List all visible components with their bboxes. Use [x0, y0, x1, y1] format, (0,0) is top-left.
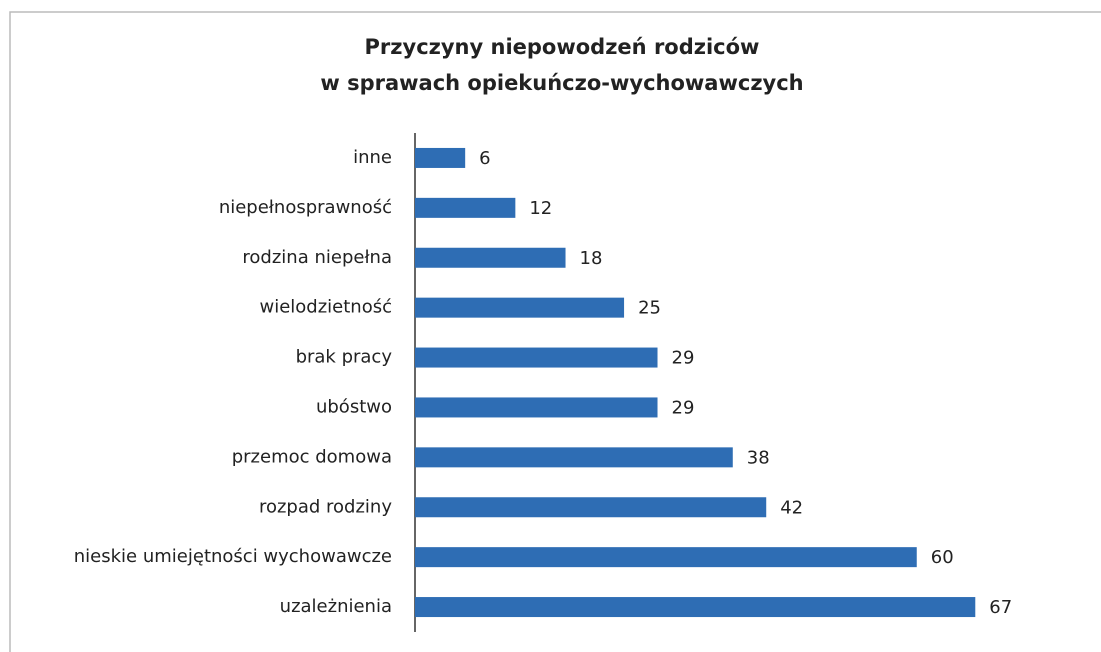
data-label: 18	[580, 248, 603, 269]
chart-title: Przyczyny niepowodzeń rodziców	[365, 35, 760, 59]
y-tick-label: inne	[353, 147, 392, 168]
data-label: 38	[747, 447, 770, 468]
data-label: 60	[931, 547, 954, 568]
y-tick-label: przemoc domowa	[232, 446, 392, 467]
data-label: 29	[672, 397, 695, 418]
y-tick-label: rozpad rodziny	[259, 496, 392, 517]
data-label: 29	[672, 348, 695, 369]
bar	[415, 197, 516, 218]
data-label: 42	[780, 497, 803, 518]
chart-title: w sprawach opiekuńczo-wychowawczych	[320, 71, 803, 95]
data-label: 67	[989, 597, 1012, 618]
bar	[415, 597, 976, 618]
y-tick-label: ubóstwo	[316, 396, 392, 417]
data-label: 12	[529, 198, 552, 219]
y-tick-label: brak pracy	[296, 347, 393, 368]
y-tick-label: uzależnienia	[280, 596, 392, 617]
data-label: 6	[479, 148, 490, 169]
bar	[415, 497, 767, 518]
bar	[415, 247, 566, 268]
y-tick-label: wielodzietność	[259, 297, 392, 318]
bar	[415, 347, 658, 368]
data-label: 25	[638, 298, 661, 319]
bar	[415, 147, 466, 168]
bar	[415, 297, 625, 318]
y-tick-label: rodzina niepełna	[242, 247, 392, 268]
bar	[415, 447, 733, 468]
bar	[415, 547, 917, 568]
y-tick-label: niepełnosprawność	[219, 197, 392, 218]
y-tick-label: nieskie umiejętności wychowawcze	[74, 546, 392, 567]
chart-frame	[9, 11, 1101, 652]
bar	[415, 397, 658, 418]
